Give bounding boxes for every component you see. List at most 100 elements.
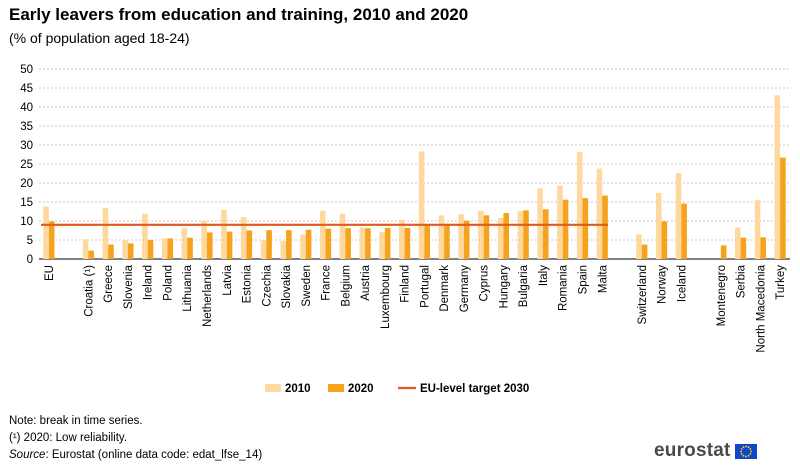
eurostat-logo: eurostat xyxy=(654,440,757,462)
x-tick-label: Germany xyxy=(459,265,471,313)
bar-2020 xyxy=(286,230,292,259)
legend-label: 2020 xyxy=(348,383,374,395)
x-tick-label: France xyxy=(321,265,333,301)
legend-label: EU-level target 2030 xyxy=(420,383,529,395)
bar-2020 xyxy=(542,209,549,259)
bar-2010 xyxy=(517,211,524,259)
bar-2020 xyxy=(720,245,727,259)
x-tick-label: Croatia (¹) xyxy=(83,265,95,317)
bar-2020 xyxy=(463,220,470,259)
note-text: Note: break in time series. xyxy=(9,415,143,427)
y-tick-label: 30 xyxy=(20,140,33,152)
x-tick-label: Malta xyxy=(597,264,609,293)
bar-2020 xyxy=(48,221,55,259)
bar-2020 xyxy=(147,240,154,259)
bar-2020 xyxy=(661,221,668,259)
bar-2010 xyxy=(102,207,109,259)
bar-2020 xyxy=(641,244,648,259)
x-tick-label: Belgium xyxy=(340,265,352,307)
bar-2020 xyxy=(582,198,589,259)
x-tick-label: Portugal xyxy=(419,265,431,308)
bar-2020 xyxy=(483,215,490,259)
x-tick-label: Hungary xyxy=(498,265,510,309)
chart-subtitle: (% of population aged 18-24) xyxy=(9,30,190,46)
bar-2010 xyxy=(122,240,128,259)
bar-2010 xyxy=(319,210,326,259)
bar-2020 xyxy=(345,228,351,259)
bar-2010 xyxy=(399,219,405,259)
bar-2010 xyxy=(201,221,207,259)
x-tick-label: Luxembourg xyxy=(380,265,392,329)
bar-2010 xyxy=(280,241,287,259)
bar-2020 xyxy=(523,210,529,259)
x-tick-label: Romania xyxy=(558,264,570,311)
x-tick-label: Switzerland xyxy=(637,265,649,324)
bar-2020 xyxy=(602,195,608,259)
bar-2010 xyxy=(142,213,148,259)
bar-2010 xyxy=(636,234,642,259)
bar-2010 xyxy=(557,185,563,259)
x-tick-label: Sweden xyxy=(301,265,313,307)
x-tick-label: Greece xyxy=(103,265,115,303)
bar-2020 xyxy=(305,229,312,259)
bar-2020 xyxy=(88,250,95,259)
bar-2020 xyxy=(108,244,114,259)
bar-2020 xyxy=(187,237,193,259)
x-tick-label: Czechia xyxy=(261,264,273,306)
x-tick-label: Austria xyxy=(360,264,372,300)
bar-2010 xyxy=(339,213,346,259)
y-tick-label: 50 xyxy=(20,64,33,76)
bar-2020 xyxy=(206,232,213,259)
bar-2010 xyxy=(161,238,168,259)
bar-2020 xyxy=(246,230,253,259)
bar-2010 xyxy=(497,217,504,259)
x-tick-label: Lithuania xyxy=(182,264,194,311)
bar-2020 xyxy=(266,230,272,259)
bar-2020 xyxy=(444,223,450,259)
logo-text: eurostat xyxy=(654,440,731,461)
bar-2020 xyxy=(780,157,786,259)
bar-2020 xyxy=(681,203,687,259)
source-line: Source: Eurostat (online data code: edat… xyxy=(9,447,262,464)
x-tick-label: Montenegro xyxy=(716,265,728,326)
y-tick-label: 10 xyxy=(20,216,33,228)
footnote-text: (¹) 2020: Low reliability. xyxy=(9,432,128,444)
bar-2010 xyxy=(754,200,761,259)
bar-2010 xyxy=(300,234,306,259)
legend-label: 2010 xyxy=(285,383,311,395)
x-tick-label: Estonia xyxy=(242,264,254,303)
chart-title: Early leavers from education and trainin… xyxy=(9,5,469,24)
x-tick-label: Bulgaria xyxy=(518,264,530,307)
bar-2020 xyxy=(226,231,233,259)
bar-2010 xyxy=(379,232,385,259)
bar-2010 xyxy=(478,210,484,259)
x-tick-label: Serbia xyxy=(736,264,748,298)
bar-2020 xyxy=(760,237,766,259)
bar-2010 xyxy=(359,227,366,259)
bar-2020 xyxy=(740,237,747,259)
bar-2010 xyxy=(458,214,464,259)
y-tick-label: 20 xyxy=(20,178,33,190)
y-tick-label: 5 xyxy=(27,235,33,247)
x-tick-label: Netherlands xyxy=(202,265,214,327)
eu-flag-icon xyxy=(734,443,757,459)
bar-2010 xyxy=(675,173,682,259)
x-tick-label: Poland xyxy=(162,265,174,301)
x-tick-label: EU xyxy=(44,265,56,281)
x-tick-label: Italy xyxy=(538,265,550,286)
bar-2020 xyxy=(424,225,430,259)
bar-2020 xyxy=(127,243,134,259)
y-tick-label: 25 xyxy=(20,159,33,171)
x-tick-label: Iceland xyxy=(676,265,688,302)
bar-2010 xyxy=(576,151,583,259)
y-tick-label: 35 xyxy=(20,121,33,133)
bar-2020 xyxy=(365,228,371,259)
x-tick-label: Cyprus xyxy=(479,265,491,302)
bar-2010 xyxy=(418,151,425,259)
bar-2020 xyxy=(404,227,411,259)
legend-swatch xyxy=(265,384,281,392)
y-tick-label: 0 xyxy=(27,254,33,266)
x-tick-label: Slovenia xyxy=(123,264,135,309)
bar-2010 xyxy=(240,217,247,259)
